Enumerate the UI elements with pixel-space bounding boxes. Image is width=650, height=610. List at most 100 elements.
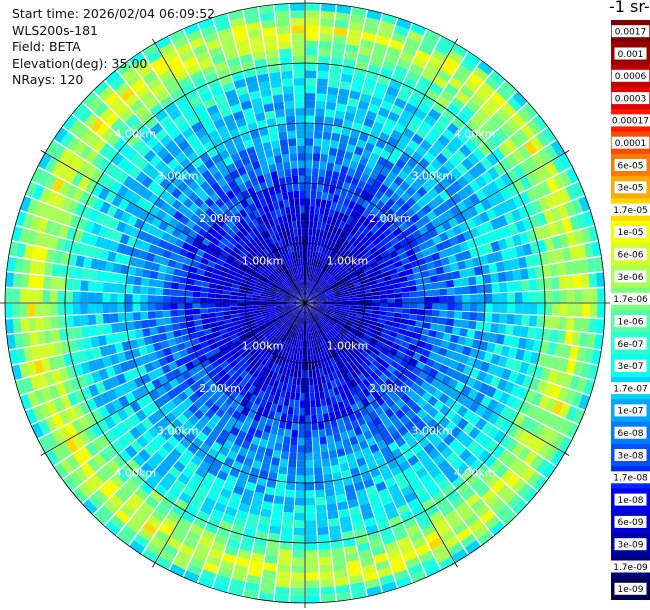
- range-gate-cell: [296, 467, 305, 476]
- range-gate-cell: [355, 333, 364, 340]
- range-gate-cell: [379, 290, 388, 295]
- range-gate-cell: [562, 217, 573, 233]
- range-gate-cell: [174, 336, 184, 345]
- range-gate-cell: [396, 247, 406, 256]
- range-gate-cell: [55, 355, 66, 369]
- range-gate-cell: [86, 133, 101, 149]
- range-gate-cell: [311, 235, 316, 244]
- range-gate-cell: [549, 329, 559, 343]
- range-gate-cell: [8, 349, 19, 365]
- range-gate-cell: [80, 231, 91, 245]
- range-gate-cell: [111, 440, 124, 454]
- range-gate-cell: [338, 331, 346, 339]
- range-gate-cell: [214, 335, 223, 343]
- range-gate-cell: [243, 68, 257, 79]
- range-gate-cell: [223, 114, 235, 125]
- range-gate-cell: [389, 268, 398, 275]
- range-gate-cell: [158, 357, 168, 367]
- range-gate-cell: [296, 290, 301, 297]
- range-gate-cell: [132, 294, 141, 303]
- range-gate-cell: [445, 367, 456, 378]
- range-gate-cell: [118, 274, 128, 284]
- range-gate-cell: [163, 543, 179, 557]
- range-gate-cell: [321, 271, 327, 279]
- range-gate-cell: [382, 270, 391, 278]
- range-gate-cell: [499, 158, 513, 172]
- range-gate-cell: [267, 334, 275, 342]
- range-gate-cell: [160, 497, 174, 511]
- range-gate-cell: [177, 402, 188, 414]
- range-gate-cell: [269, 71, 281, 81]
- range-gate-cell: [283, 271, 289, 279]
- range-gate-cell: [452, 225, 463, 236]
- range-gate-cell: [480, 123, 495, 137]
- range-gate-cell: [313, 354, 318, 363]
- range-gate-cell: [445, 228, 456, 239]
- range-gate-cell: [564, 261, 574, 275]
- range-gate-cell: [305, 332, 307, 341]
- range-gate-cell: [569, 375, 581, 391]
- range-gate-cell: [305, 153, 313, 161]
- range-gate-cell: [203, 32, 219, 44]
- range-gate-cell: [329, 281, 337, 287]
- range-gate-cell: [407, 96, 421, 108]
- range-gate-cell: [158, 374, 169, 386]
- range-gate-cell: [406, 473, 419, 485]
- range-gate-cell: [275, 388, 282, 398]
- range-gate-cell: [306, 288, 310, 296]
- range-gate-cell: [557, 387, 569, 402]
- range-gate-cell: [419, 120, 433, 133]
- range-gate-cell: [305, 63, 317, 71]
- range-gate-cell: [72, 140, 87, 156]
- range-gate-cell: [371, 206, 381, 216]
- colorbar-label-bg: [611, 69, 650, 82]
- range-gate-cell: [219, 35, 235, 46]
- range-gate-cell: [299, 332, 302, 341]
- range-gate-cell: [119, 504, 135, 519]
- range-gate-cell: [357, 300, 365, 303]
- range-gate-cell: [286, 289, 293, 295]
- range-gate-cell: [85, 442, 99, 457]
- range-gate-cell: [357, 303, 365, 306]
- range-gate-cell: [492, 293, 500, 303]
- range-gate-cell: [207, 515, 222, 527]
- range-gate-cell: [326, 231, 332, 240]
- range-gate-cell: [435, 266, 445, 275]
- range-gate-cell: [253, 412, 262, 422]
- range-gate-cell: [466, 356, 477, 368]
- range-gate-cell: [363, 265, 372, 273]
- range-gate-cell: [111, 194, 123, 208]
- range-gate-cell: [391, 32, 407, 44]
- range-gate-cell: [272, 282, 280, 288]
- range-gate-cell: [312, 429, 319, 438]
- range-gate-cell: [235, 327, 244, 334]
- range-gate-cell: [319, 564, 333, 573]
- range-gate-cell: [552, 174, 566, 190]
- range-gate-cell: [334, 295, 343, 299]
- range-gate-cell: [204, 186, 216, 197]
- range-gate-cell: [313, 284, 320, 292]
- range-gate-cell: [185, 89, 199, 102]
- range-gate-cell: [124, 350, 134, 361]
- range-gate-cell: [305, 527, 317, 536]
- range-gate-cell: [332, 326, 340, 334]
- range-gate-cell: [170, 530, 186, 544]
- range-gate-cell: [468, 426, 481, 440]
- range-gate-cell: [95, 357, 106, 370]
- range-gate-cell: [280, 184, 288, 193]
- range-gate-cell: [285, 115, 296, 124]
- range-gate-cell: [328, 147, 338, 157]
- range-gate-cell: [270, 272, 278, 280]
- range-gate-cell: [243, 382, 252, 391]
- range-gate-cell: [393, 288, 402, 294]
- range-gate-cell: [384, 408, 395, 419]
- range-gate-cell: [320, 318, 328, 325]
- range-gate-cell: [163, 121, 177, 134]
- range-gate-cell: [298, 273, 302, 281]
- range-gate-cell: [195, 51, 211, 63]
- range-gate-cell: [344, 355, 353, 364]
- colorbar-label-bg: [611, 136, 650, 149]
- range-gate-cell: [281, 405, 289, 415]
- range-gate-cell: [293, 78, 305, 86]
- range-gate-cell: [305, 145, 313, 154]
